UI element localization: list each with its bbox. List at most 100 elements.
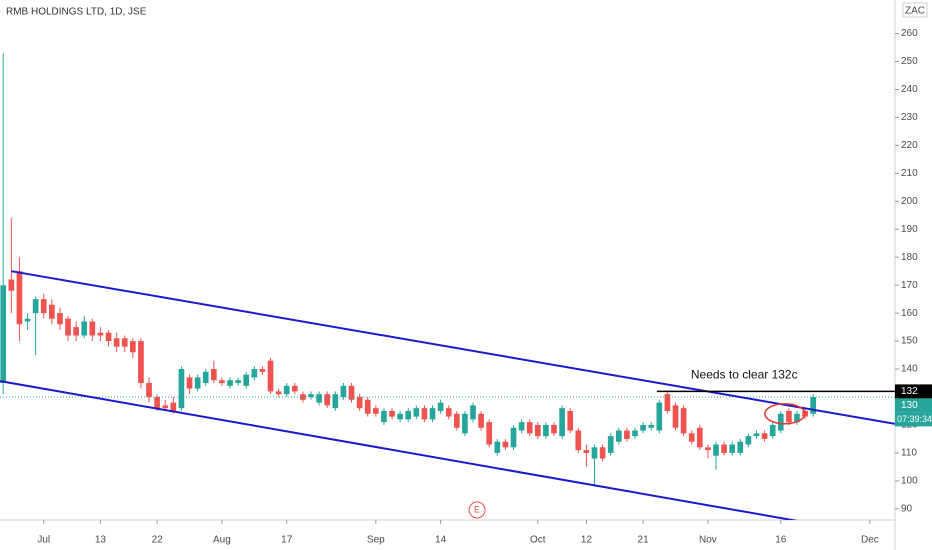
x-tick-label: Oct bbox=[530, 535, 546, 546]
candle-body bbox=[462, 413, 468, 434]
candle-body bbox=[267, 360, 274, 392]
candle-body bbox=[583, 450, 590, 453]
candle-body bbox=[381, 410, 387, 423]
x-tick-label: 14 bbox=[435, 535, 447, 546]
candle-body bbox=[194, 377, 201, 389]
candle-body bbox=[599, 447, 606, 459]
candle-body bbox=[575, 430, 582, 451]
candle-body bbox=[121, 338, 128, 347]
candle-body bbox=[49, 304, 55, 319]
countdown-tag bbox=[895, 412, 932, 427]
candle-body bbox=[129, 341, 136, 353]
candle-body bbox=[526, 422, 533, 434]
x-tick-label: 16 bbox=[775, 535, 787, 546]
candle-body bbox=[251, 369, 258, 378]
candle-body bbox=[478, 413, 484, 428]
channel-line bbox=[11, 270, 895, 425]
candle-body bbox=[445, 408, 452, 417]
candle-body bbox=[235, 380, 241, 384]
candle-body bbox=[300, 394, 306, 400]
candle-body bbox=[502, 441, 509, 448]
candle-body bbox=[275, 391, 282, 395]
candle-body bbox=[283, 385, 290, 395]
candle-body bbox=[202, 371, 209, 384]
candle-body bbox=[24, 318, 31, 322]
candle-body bbox=[356, 396, 363, 409]
candle-body bbox=[340, 385, 347, 397]
candle-body bbox=[162, 405, 169, 409]
candle-body bbox=[591, 447, 598, 459]
price-tag bbox=[895, 398, 932, 413]
candle-body bbox=[170, 402, 177, 411]
x-tick-label: 21 bbox=[638, 535, 650, 546]
candle-body bbox=[672, 405, 679, 428]
candle-body bbox=[470, 405, 476, 420]
candle-body bbox=[769, 424, 776, 437]
candle-body bbox=[486, 422, 493, 445]
candle-body bbox=[761, 433, 768, 439]
y-tick-label: 260 bbox=[901, 28, 918, 39]
candle-body bbox=[729, 444, 736, 453]
candle-body bbox=[777, 413, 784, 431]
candle-body bbox=[705, 447, 711, 451]
x-tick-label: Sep bbox=[367, 535, 385, 546]
currency-box bbox=[902, 2, 928, 18]
x-tick-label: Dec bbox=[861, 535, 879, 546]
candle-body bbox=[227, 380, 233, 386]
y-tick-label: 250 bbox=[901, 56, 918, 67]
candle-body bbox=[615, 430, 622, 442]
candle-body bbox=[259, 369, 266, 372]
candle-body bbox=[138, 341, 144, 384]
candle-body bbox=[32, 299, 39, 314]
x-tick-label: 12 bbox=[581, 535, 593, 546]
candle-body bbox=[243, 374, 250, 386]
x-tick-label: Aug bbox=[213, 535, 231, 546]
level-annotation: Needs to clear 132c bbox=[691, 368, 798, 382]
candle-body bbox=[348, 385, 355, 400]
y-tick-label: 240 bbox=[901, 84, 918, 95]
candle-body bbox=[65, 318, 71, 336]
candle-body bbox=[794, 413, 800, 423]
x-tick-label: 22 bbox=[152, 535, 164, 546]
candle-body bbox=[453, 413, 460, 428]
candle-body bbox=[680, 408, 687, 434]
candle-body bbox=[308, 394, 314, 397]
candle-body bbox=[437, 402, 444, 411]
candle-body bbox=[413, 408, 420, 417]
x-tick-label: Nov bbox=[699, 535, 717, 546]
level-tag bbox=[895, 384, 932, 399]
candle-body bbox=[713, 444, 719, 456]
x-tick-label: 13 bbox=[95, 535, 107, 546]
candle-body bbox=[421, 408, 428, 420]
candle-body bbox=[640, 424, 646, 431]
x-tick-label: 17 bbox=[281, 535, 293, 546]
candle-body bbox=[89, 321, 96, 336]
price-tag-label: 130 bbox=[901, 400, 918, 411]
earnings-marker bbox=[468, 501, 486, 519]
candle-body bbox=[16, 271, 23, 325]
chart-title: RMB HOLDINGS LTD, 1D, JSE bbox=[6, 7, 147, 18]
level-tag-label: 132 bbox=[901, 386, 918, 397]
y-tick-label: 200 bbox=[901, 196, 918, 207]
candle-body bbox=[8, 279, 15, 291]
candle-body bbox=[324, 394, 331, 406]
candle-body bbox=[97, 332, 104, 336]
candle-body bbox=[632, 430, 638, 437]
candle-body bbox=[316, 394, 322, 403]
highlight-ellipse bbox=[764, 403, 806, 425]
candle-body bbox=[607, 436, 614, 453]
y-tick-label: 150 bbox=[901, 336, 918, 347]
candle-body bbox=[786, 410, 792, 423]
candle-body bbox=[810, 396, 817, 414]
countdown-label: 07:39:34 bbox=[897, 414, 932, 424]
candle-body bbox=[518, 422, 525, 431]
candle-body bbox=[510, 427, 517, 448]
candle-body bbox=[745, 436, 752, 445]
candle-body bbox=[534, 424, 541, 437]
channel-line bbox=[0, 380, 798, 520]
y-tick-label: 110 bbox=[901, 448, 917, 459]
y-tick-label: 190 bbox=[901, 224, 918, 235]
y-tick-label: 170 bbox=[901, 280, 918, 291]
candle-body bbox=[405, 410, 412, 420]
plot bbox=[0, 53, 895, 520]
